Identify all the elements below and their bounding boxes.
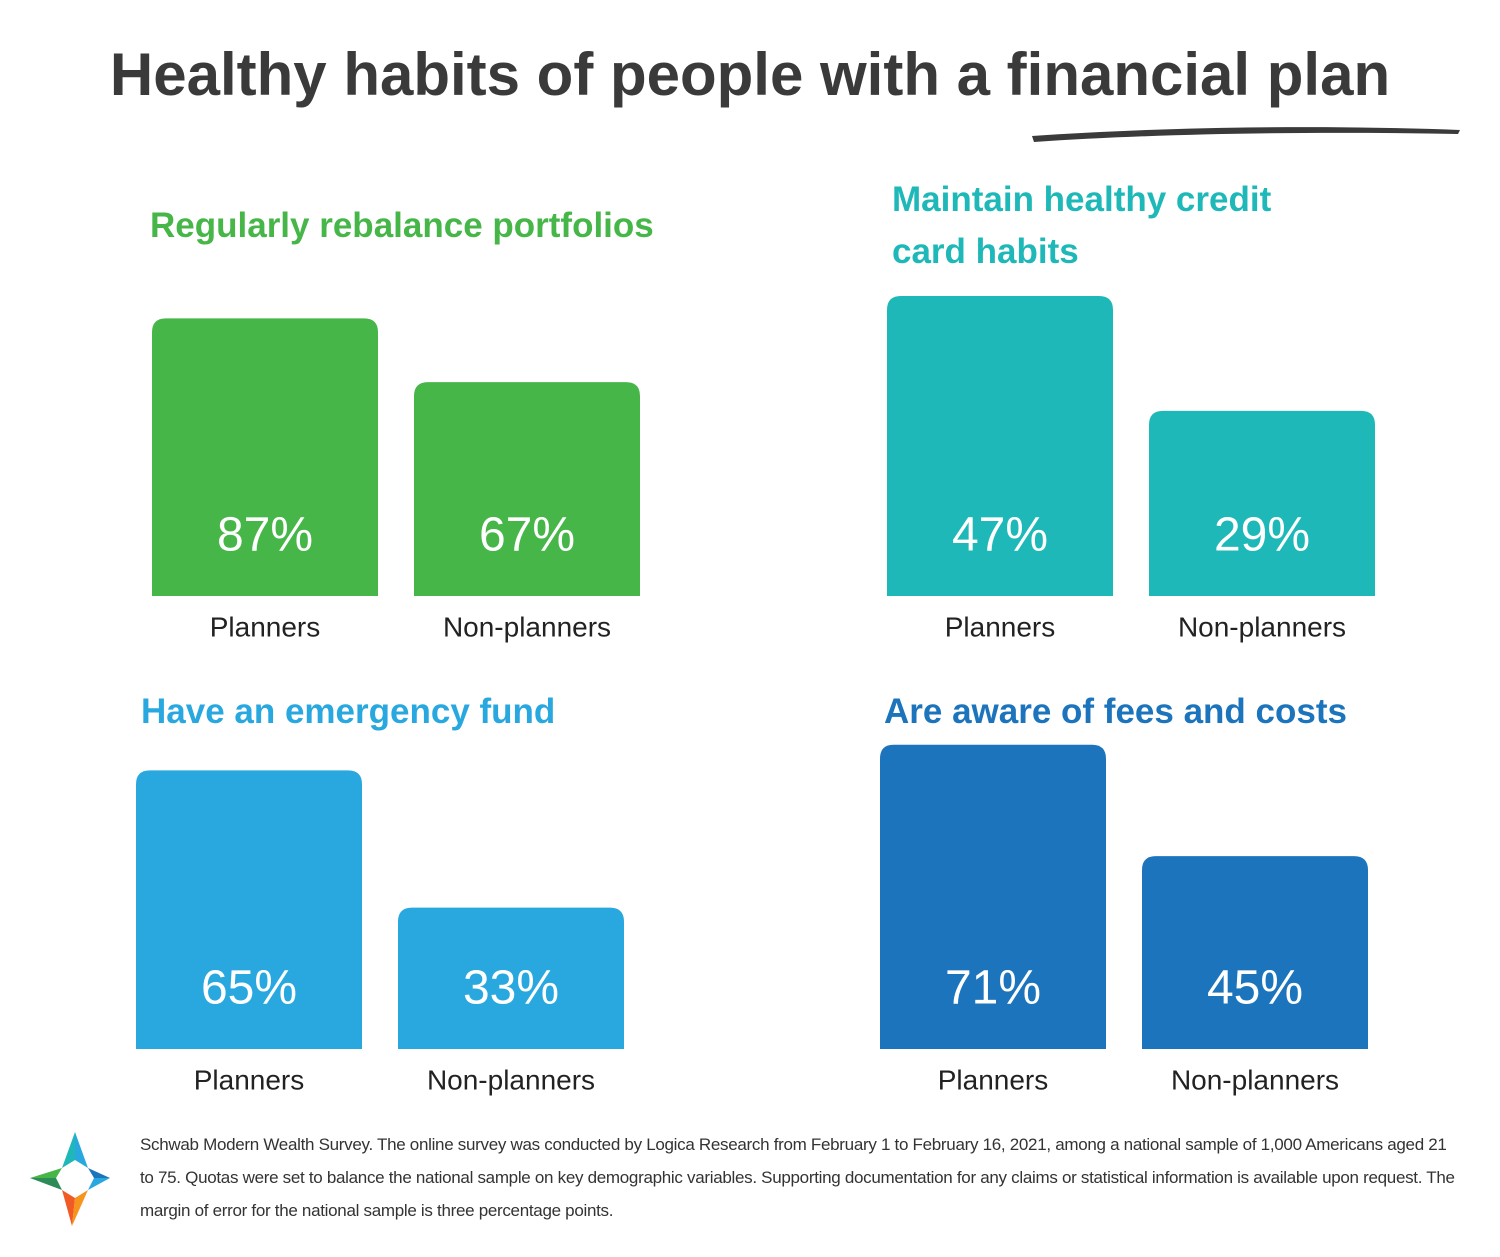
- bar: [398, 907, 624, 1049]
- category-label: Non-planners: [443, 611, 611, 642]
- chart-title: Maintain healthy credit card habits: [892, 180, 1272, 271]
- bar: [1149, 410, 1375, 596]
- title-underline: [1032, 127, 1460, 142]
- chart-title: Are aware of fees and costs: [884, 692, 1347, 731]
- bar: [414, 382, 640, 596]
- source-note: Schwab Modern Wealth Survey. The online …: [140, 1135, 1455, 1220]
- category-label: Planners: [938, 1064, 1049, 1095]
- category-label: Non-planners: [1178, 611, 1346, 642]
- category-label: Non-planners: [1171, 1064, 1339, 1095]
- category-label: Planners: [945, 611, 1056, 642]
- value-label: 67%: [479, 509, 575, 562]
- bar: [136, 770, 362, 1049]
- value-label: 71%: [945, 962, 1041, 1015]
- value-label: 45%: [1207, 962, 1303, 1015]
- chart-title: Regularly rebalance portfolios: [150, 206, 654, 245]
- value-label: 65%: [201, 962, 297, 1015]
- chart-title: Have an emergency fund: [141, 692, 556, 731]
- category-label: Planners: [210, 611, 321, 642]
- value-label: 87%: [217, 509, 313, 562]
- category-label: Planners: [194, 1064, 305, 1095]
- bar: [880, 744, 1106, 1049]
- bar: [152, 318, 378, 596]
- bar: [1142, 856, 1368, 1049]
- bar: [887, 296, 1113, 596]
- logo: [30, 1132, 110, 1226]
- value-label: 33%: [463, 962, 559, 1015]
- value-label: 47%: [952, 509, 1048, 562]
- main-title: Healthy habits of people with a financia…: [109, 41, 1391, 108]
- value-label: 29%: [1214, 509, 1310, 562]
- category-label: Non-planners: [427, 1064, 595, 1095]
